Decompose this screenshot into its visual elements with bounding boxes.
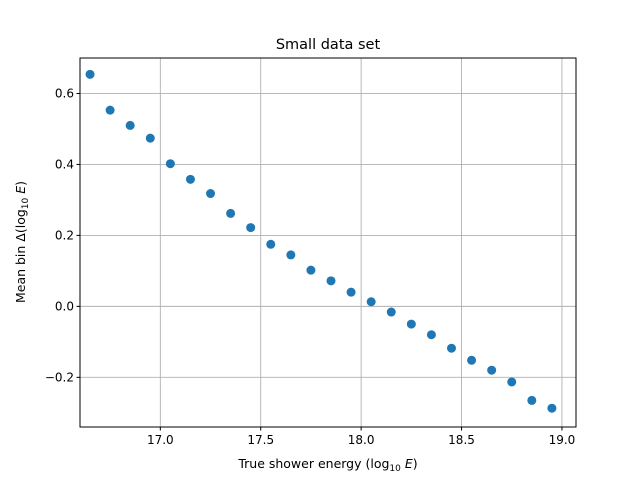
data-point	[507, 377, 517, 387]
y-axis-label: Mean bin Δ(log10 E)	[13, 181, 31, 303]
y-tick-label: 0.0	[55, 299, 74, 313]
plot-frame	[79, 57, 577, 428]
data-point	[326, 276, 336, 286]
data-point	[145, 133, 155, 143]
data-point	[346, 287, 356, 297]
data-points	[85, 69, 557, 413]
data-point	[165, 159, 175, 169]
data-point	[527, 395, 537, 405]
data-point	[185, 174, 195, 184]
data-point	[487, 365, 497, 375]
grid	[80, 58, 576, 427]
y-tick-label: 0.6	[55, 86, 74, 100]
data-point	[366, 297, 376, 307]
data-point	[426, 330, 436, 340]
x-tick-label: 18.0	[348, 433, 375, 447]
chart-title: Small data set	[276, 37, 381, 53]
data-point	[467, 355, 477, 365]
data-point	[266, 239, 276, 249]
data-point	[105, 105, 115, 115]
data-point	[286, 250, 296, 260]
data-point	[446, 343, 456, 353]
data-point	[246, 223, 256, 233]
y-tick-label: 0.2	[55, 228, 74, 242]
data-point	[306, 265, 316, 275]
x-tick-label: 17.5	[247, 433, 274, 447]
y-tick-label: −0.2	[45, 370, 74, 384]
axis-ticks: 17.0 17.5 18.0 18.5 19.0 −0.2 0.0 0.2 0.4 0.6	[45, 86, 575, 447]
x-tick-label: 17.0	[147, 433, 174, 447]
data-point	[125, 120, 135, 130]
data-point	[206, 189, 216, 199]
data-point	[226, 208, 236, 218]
x-axis-label: True shower energy (log10 E)	[237, 456, 417, 474]
data-point	[85, 69, 95, 79]
x-tick-label: 18.5	[448, 433, 475, 447]
data-point	[547, 403, 557, 413]
y-tick-label: 0.4	[55, 157, 74, 171]
data-point	[386, 307, 396, 317]
x-tick-label: 19.0	[549, 433, 576, 447]
data-point	[406, 319, 416, 329]
